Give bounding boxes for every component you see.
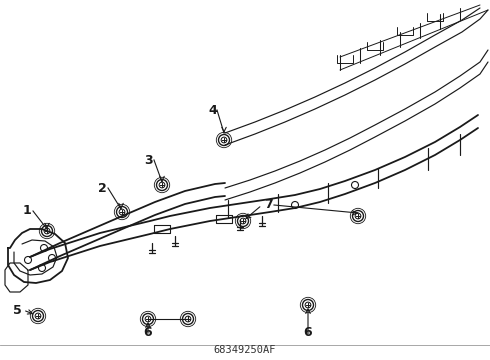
Text: 2: 2 — [98, 181, 106, 194]
Text: 6: 6 — [304, 327, 312, 339]
Text: 1: 1 — [23, 204, 31, 217]
Text: 3: 3 — [144, 153, 152, 166]
Text: 5: 5 — [13, 303, 22, 316]
Text: 7: 7 — [264, 198, 272, 211]
Text: 6: 6 — [144, 325, 152, 338]
Text: 4: 4 — [209, 104, 218, 117]
Text: 68349250AF: 68349250AF — [214, 345, 276, 355]
